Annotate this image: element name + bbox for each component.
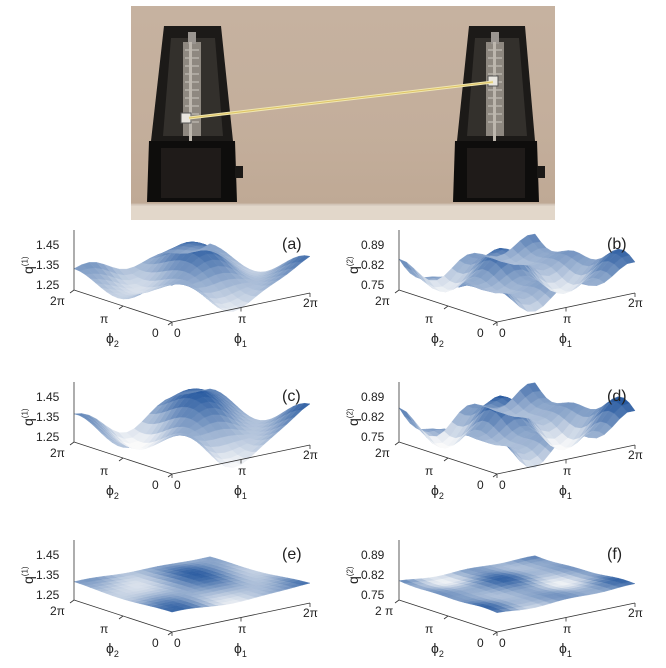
phi1-axis-label: ϕ1 [234, 640, 247, 659]
phi1-tick: π [238, 312, 246, 326]
phi2-axis-label: ϕ2 [106, 640, 119, 659]
surface-plot-e [20, 540, 320, 668]
phi1-tick: π [238, 464, 246, 478]
panel-label: (f) [607, 546, 622, 564]
y-tick: 0.75 [361, 278, 384, 292]
phi2-tick: 0 [152, 326, 159, 340]
phi2-tick: 2π [375, 294, 390, 308]
y-tick: 1.35 [36, 410, 59, 424]
phi1-tick: 0 [174, 478, 181, 492]
y-tick: 1.35 [36, 568, 59, 582]
surface-patch [399, 408, 412, 421]
phi2-tick: 2π [375, 446, 390, 460]
metronomes-illustration [131, 6, 555, 220]
q-axis-label: q(2) [345, 256, 361, 274]
y-tick: 1.45 [36, 390, 59, 404]
phi2-axis-label: ϕ2 [106, 330, 119, 349]
panel-label: (b) [607, 236, 627, 254]
phi1-tick: 0 [174, 326, 181, 340]
surface-patch [399, 259, 412, 270]
phi1-tick: 2π [303, 448, 318, 462]
phi1-tick: π [238, 622, 246, 636]
phi1-tick: 2π [628, 606, 643, 620]
q-axis-label: q(2) [345, 408, 361, 426]
phi1-tick: 2π [628, 448, 643, 462]
y-tick: 0.75 [361, 430, 384, 444]
phi1-axis-label: ϕ1 [559, 640, 572, 659]
y-tick: 0.82 [361, 410, 384, 424]
phi2-axis-label: ϕ2 [431, 482, 444, 501]
y-tick: 0.89 [361, 238, 384, 252]
surface-plot-d [345, 382, 645, 510]
y-tick: 1.25 [36, 430, 59, 444]
y-tick: 1.45 [36, 548, 59, 562]
phi1-tick: π [563, 312, 571, 326]
phi1-tick: 0 [499, 636, 506, 650]
phi1-tick: 0 [499, 478, 506, 492]
metronome-photo [131, 6, 555, 220]
phi2-tick: 2π [50, 604, 65, 618]
phi2-axis-label: ϕ2 [431, 330, 444, 349]
phi1-tick: 2π [303, 606, 318, 620]
right-metronome [453, 26, 545, 202]
phi1-tick: 0 [174, 636, 181, 650]
phi1-axis-label: ϕ1 [234, 482, 247, 501]
phi1-axis-label: ϕ1 [559, 330, 572, 349]
phi2-tick: 0 [152, 636, 159, 650]
phi2-tick: π [100, 312, 108, 326]
y-tick: 0.82 [361, 258, 384, 272]
panel-label: (c) [282, 388, 301, 406]
surface-plot-c [20, 382, 320, 510]
phi2-tick: π [425, 464, 433, 478]
phi2-tick: 2π [50, 446, 65, 460]
phi2-tick: π [425, 312, 433, 326]
y-tick: 0.82 [361, 568, 384, 582]
q-axis-label: q(1) [20, 566, 36, 584]
panel-label: (d) [607, 388, 627, 406]
phi1-axis-label: ϕ1 [234, 330, 247, 349]
surface-plot-a [20, 230, 320, 358]
panel-label: (a) [282, 236, 302, 254]
phi1-tick: 2π [303, 296, 318, 310]
phi2-tick: 0 [152, 478, 159, 492]
q-axis-label: q(1) [20, 408, 36, 426]
y-tick: 0.89 [361, 390, 384, 404]
phi1-tick: 2π [628, 296, 643, 310]
phi2-tick: 0 [477, 636, 484, 650]
phi1-tick: 0 [499, 326, 506, 340]
panel-label: (e) [282, 546, 302, 564]
phi2-axis-label: ϕ2 [431, 640, 444, 659]
phi2-axis-label: ϕ2 [106, 482, 119, 501]
phi2-tick: π [100, 622, 108, 636]
y-tick: 1.35 [36, 258, 59, 272]
surface-patch [202, 389, 215, 391]
phi1-tick: π [563, 464, 571, 478]
phi2-tick: 0 [477, 326, 484, 340]
y-tick: 0.75 [361, 588, 384, 602]
phi2-tick: π [100, 464, 108, 478]
q-axis-label: q(2) [345, 566, 361, 584]
surface-plot-b [345, 230, 645, 358]
q-axis-label: q(1) [20, 256, 36, 274]
phi1-tick: π [563, 622, 571, 636]
y-tick: 1.25 [36, 278, 59, 292]
phi2-tick: 0 [477, 478, 484, 492]
y-tick: 1.45 [36, 238, 59, 252]
y-tick: 0.89 [361, 548, 384, 562]
phi2-tick: π [425, 622, 433, 636]
phi1-axis-label: ϕ1 [559, 482, 572, 501]
phi2-tick: 2π [50, 294, 65, 308]
phi2-tick: 2 π [375, 604, 393, 618]
y-tick: 1.25 [36, 588, 59, 602]
